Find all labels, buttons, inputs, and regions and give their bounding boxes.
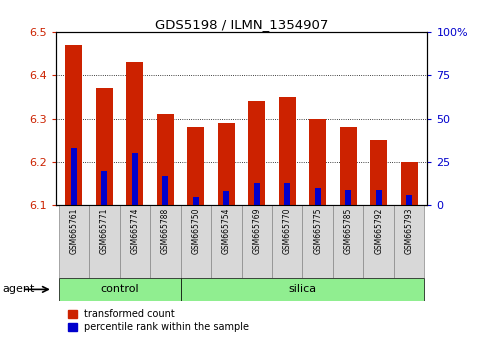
Text: GSM665785: GSM665785 <box>344 207 353 254</box>
Bar <box>58 278 181 301</box>
Text: GSM665788: GSM665788 <box>161 207 170 254</box>
Bar <box>162 176 168 205</box>
Bar <box>363 205 394 278</box>
Bar <box>242 205 272 278</box>
Bar <box>101 171 107 205</box>
Text: GSM665761: GSM665761 <box>70 207 78 254</box>
Bar <box>340 127 356 205</box>
Bar <box>157 114 174 205</box>
Bar <box>376 190 382 205</box>
Text: agent: agent <box>2 284 35 294</box>
Bar <box>127 62 143 205</box>
Bar <box>223 192 229 205</box>
Text: control: control <box>100 284 139 295</box>
Bar <box>58 205 89 278</box>
Bar <box>315 188 321 205</box>
Bar <box>181 205 211 278</box>
Bar <box>394 205 425 278</box>
Bar <box>71 148 77 205</box>
Bar <box>248 101 265 205</box>
Bar <box>120 205 150 278</box>
Bar <box>254 183 260 205</box>
Bar <box>401 162 417 205</box>
Bar <box>333 205 363 278</box>
Text: GSM665774: GSM665774 <box>130 207 139 254</box>
Text: GSM665792: GSM665792 <box>374 207 383 254</box>
Bar <box>66 45 82 205</box>
Bar <box>309 119 326 205</box>
Bar <box>96 88 113 205</box>
Legend: transformed count, percentile rank within the sample: transformed count, percentile rank withi… <box>68 309 249 332</box>
Bar <box>89 205 120 278</box>
Bar <box>406 195 412 205</box>
Text: GSM665775: GSM665775 <box>313 207 322 254</box>
Text: silica: silica <box>288 284 316 295</box>
Bar <box>132 153 138 205</box>
Bar <box>150 205 181 278</box>
Title: GDS5198 / ILMN_1354907: GDS5198 / ILMN_1354907 <box>155 18 328 31</box>
Bar <box>181 278 425 301</box>
Text: GSM665754: GSM665754 <box>222 207 231 254</box>
Bar <box>345 190 351 205</box>
Text: GSM665769: GSM665769 <box>252 207 261 254</box>
Bar <box>272 205 302 278</box>
Bar <box>284 183 290 205</box>
Bar <box>218 123 235 205</box>
Text: GSM665793: GSM665793 <box>405 207 413 254</box>
Text: GSM665750: GSM665750 <box>191 207 200 254</box>
Text: GSM665770: GSM665770 <box>283 207 292 254</box>
Bar <box>187 127 204 205</box>
Text: GSM665771: GSM665771 <box>100 207 109 254</box>
Bar <box>279 97 296 205</box>
Bar <box>193 197 199 205</box>
Bar <box>211 205 242 278</box>
Bar <box>370 140 387 205</box>
Bar <box>302 205 333 278</box>
